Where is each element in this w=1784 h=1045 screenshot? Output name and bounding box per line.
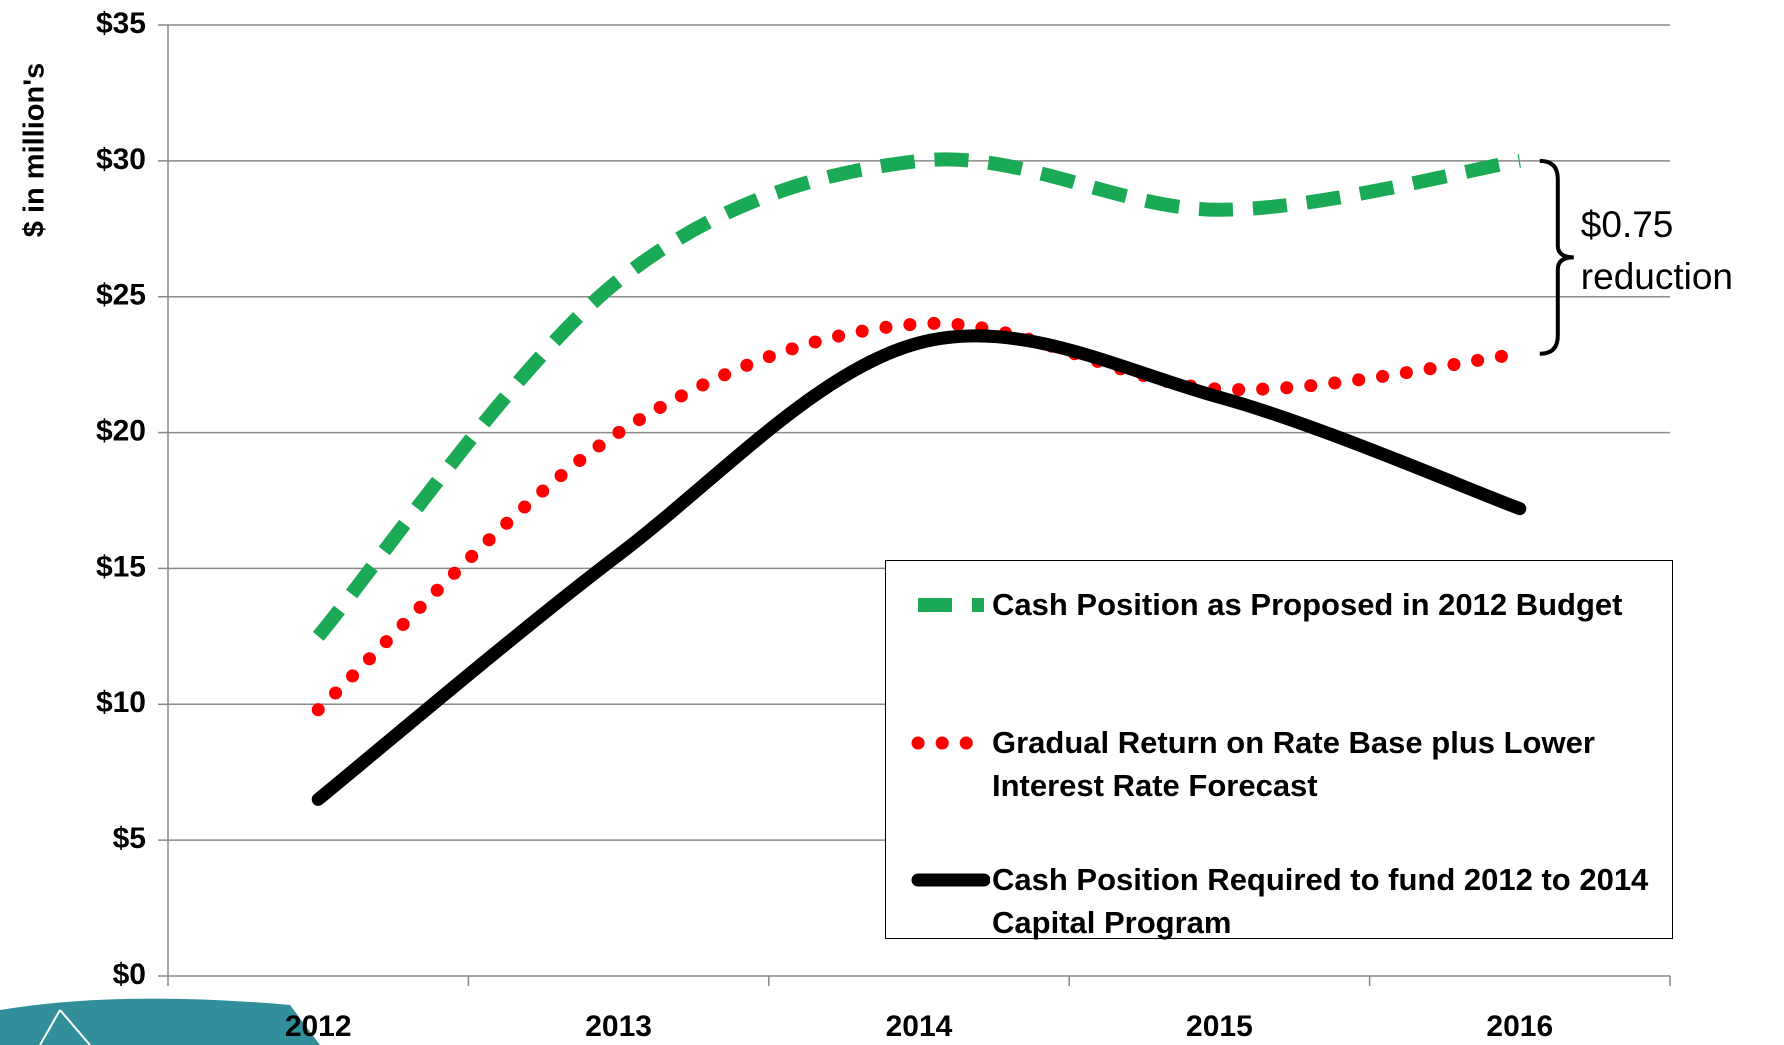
- series-line: [312, 152, 1521, 641]
- legend-label: Gradual Return on Rate Base plus Lower I…: [992, 725, 1595, 803]
- x-tick-label: 2014: [886, 1010, 953, 1043]
- legend-swatch: [918, 598, 984, 612]
- y-tick-label: $30: [96, 143, 146, 176]
- x-tick-label: 2012: [285, 1010, 352, 1043]
- y-tick-label: $25: [96, 279, 146, 312]
- brace: [1539, 158, 1574, 356]
- y-tick-label: $20: [96, 414, 146, 447]
- y-tick-label: $10: [96, 686, 146, 719]
- y-tick-label: $35: [96, 7, 146, 40]
- annotation: $0.75: [1581, 204, 1674, 245]
- annotation: reduction: [1581, 256, 1733, 297]
- series-line: [311, 329, 1527, 806]
- x-tick-label: 2016: [1486, 1010, 1553, 1043]
- legend-swatch: [911, 736, 990, 750]
- y-tick-label: $5: [113, 822, 146, 855]
- legend-entry: Gradual Return on Rate Base plus Lower I…: [886, 721, 1672, 821]
- legend-entry: Cash Position Required to fund 2012 to 2…: [886, 858, 1672, 958]
- x-tick-label: 2015: [1186, 1010, 1253, 1043]
- decoration: [0, 998, 320, 1045]
- legend-label: Cash Position as Proposed in 2012 Budget: [992, 587, 1623, 622]
- y-axis-label: $ in million's: [19, 63, 51, 237]
- legend-label: Cash Position Required to fund 2012 to 2…: [992, 862, 1649, 940]
- x-tick-label: 2013: [585, 1010, 652, 1043]
- decoration: [39, 1009, 91, 1045]
- legend-swatch: [911, 873, 990, 887]
- y-tick-label: $0: [113, 958, 146, 991]
- series-line: [311, 316, 1527, 717]
- legend-entry: Cash Position as Proposed in 2012 Budget: [886, 583, 1672, 683]
- y-tick-label: $15: [96, 550, 146, 583]
- legend: Cash Position as Proposed in 2012 Budget…: [885, 560, 1673, 940]
